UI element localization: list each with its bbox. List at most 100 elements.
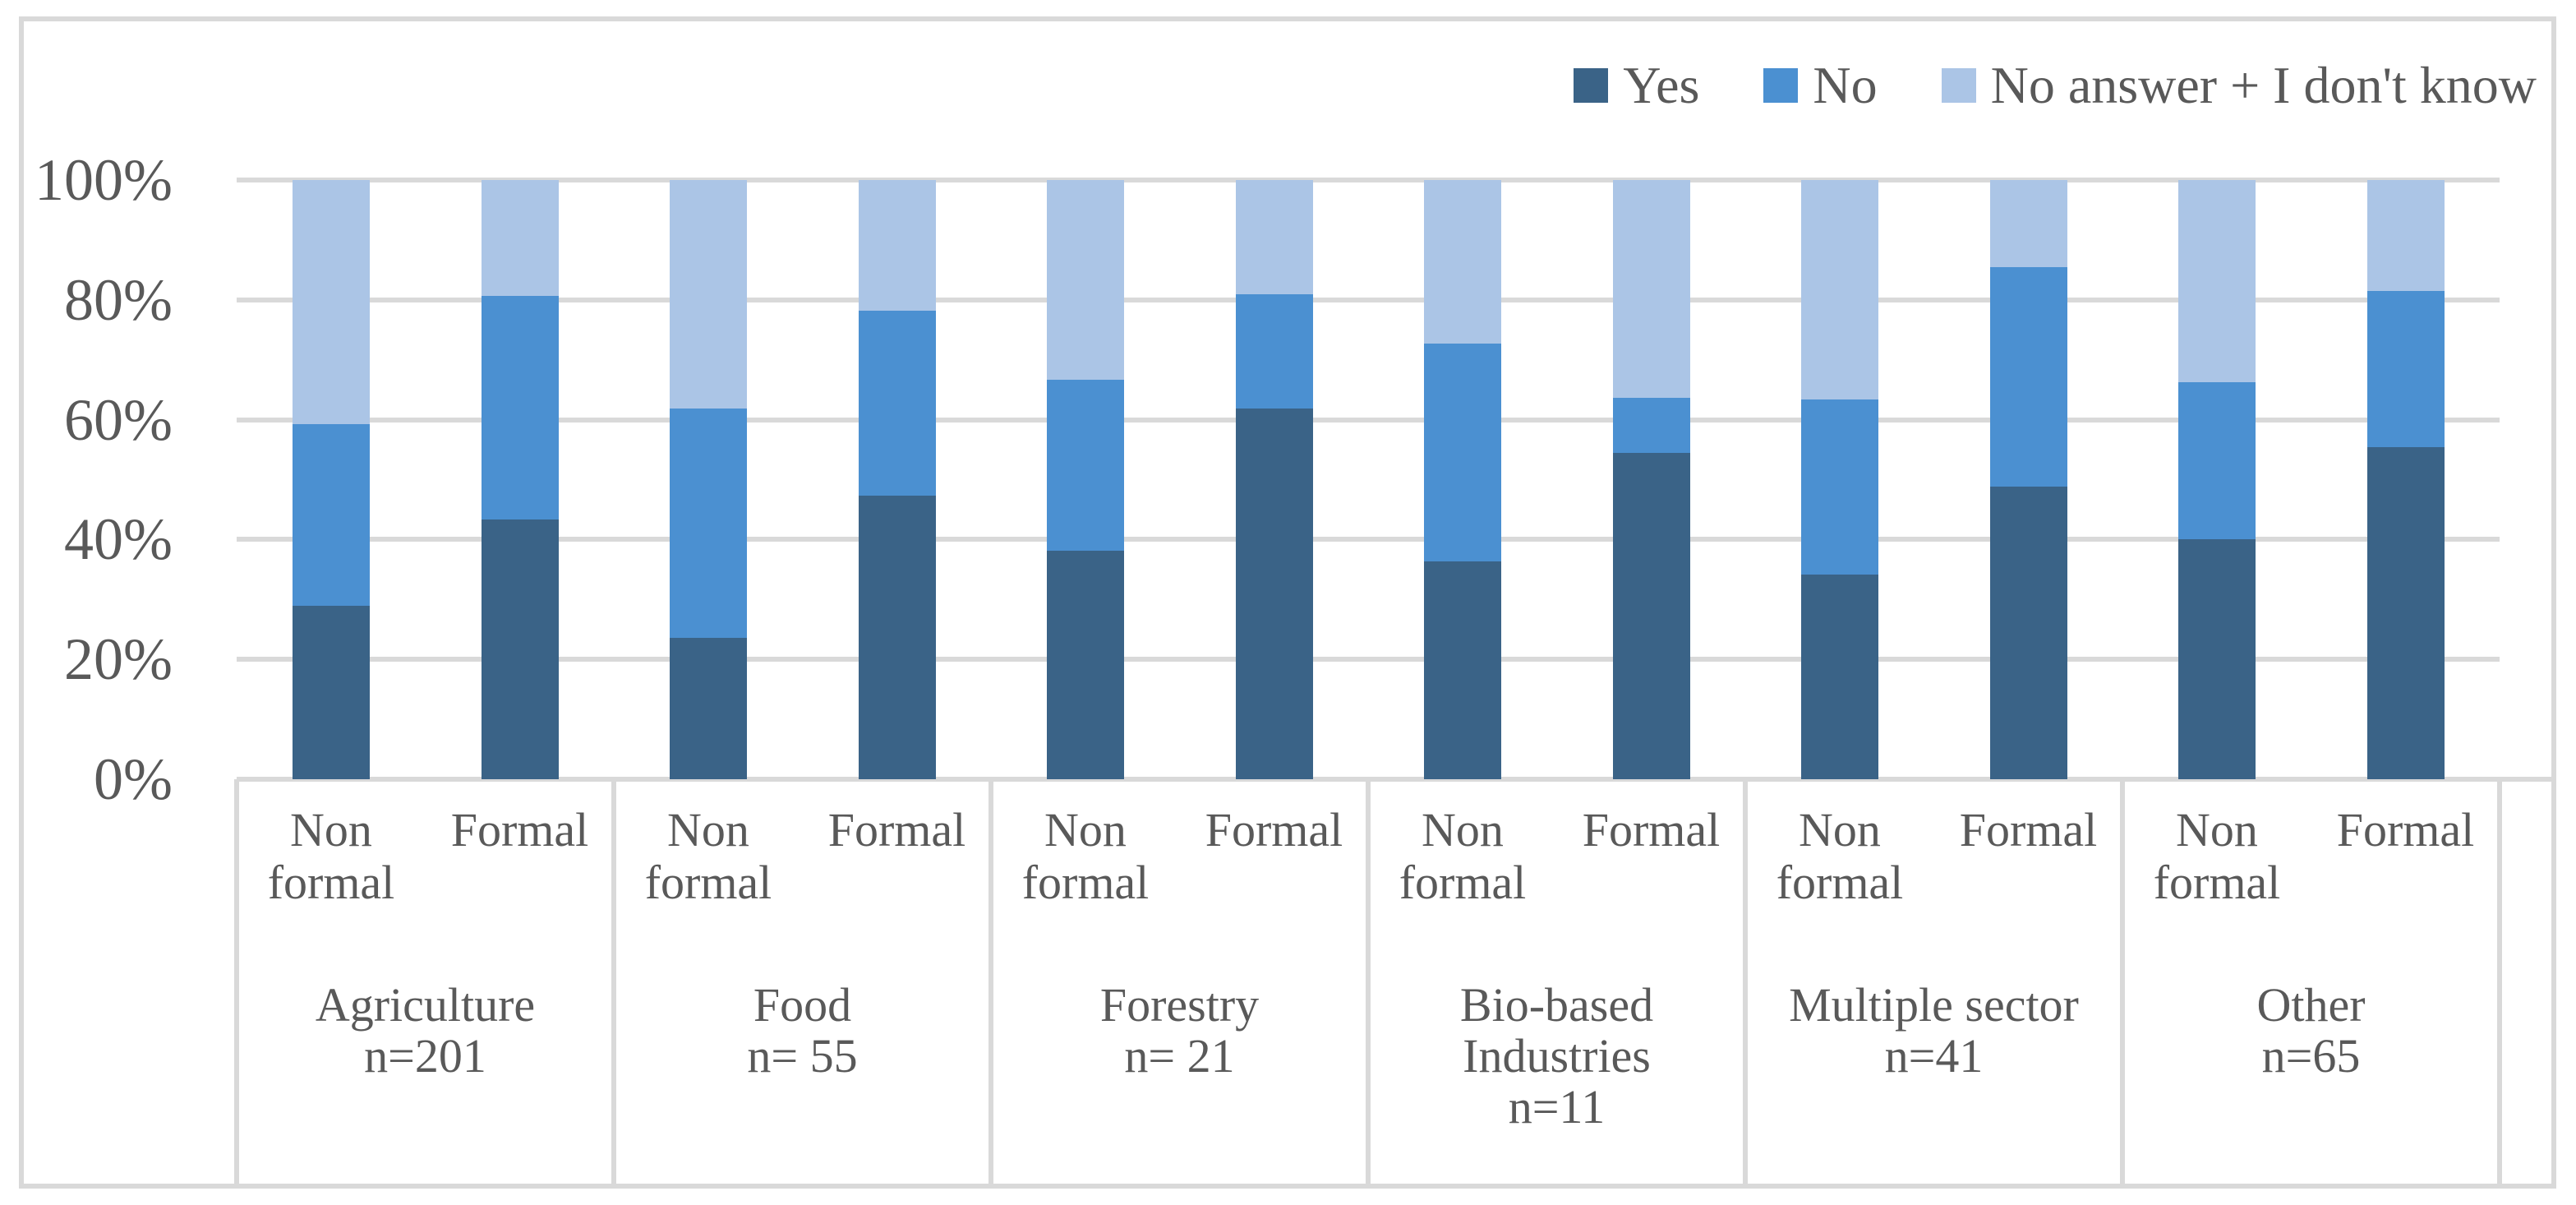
sector-label: Other n=65: [2131, 980, 2492, 1082]
axis-table-divider: [2120, 779, 2125, 1184]
category-label-line: Non: [1422, 803, 1504, 856]
legend: Yes No No answer + I don't know: [1574, 48, 2537, 123]
sector-label: Forestry n= 21: [999, 980, 1361, 1082]
bar-segment-yes: [670, 637, 747, 779]
category-label: Non formal: [1369, 804, 1556, 909]
sector-n-count: n= 55: [747, 1029, 858, 1083]
bar-segment-no: [1235, 293, 1313, 409]
axis-table-divider: [1366, 779, 1371, 1184]
bar-segment-no: [670, 409, 747, 638]
sector-n-count: n= 21: [1124, 1029, 1235, 1083]
bar-segment-no-answer-i-don-t-know: [293, 180, 370, 425]
bar-segment-no: [2178, 382, 2256, 540]
bar-segment-yes: [1424, 561, 1501, 779]
bar-segment-no-answer-i-don-t-know: [481, 180, 559, 297]
bar-segment-yes: [1801, 575, 1878, 779]
bar-segment-no: [1047, 379, 1124, 552]
legend-swatch-icon: [1941, 68, 1976, 103]
category-label-line: formal: [644, 856, 772, 909]
sector-label: Agriculture n=201: [245, 980, 606, 1082]
category-label: Formal: [1558, 804, 1745, 856]
category-label-line: Non: [290, 803, 372, 856]
category-label-line: formal: [267, 856, 395, 909]
bar-segment-no-answer-i-don-t-know: [1235, 180, 1313, 294]
y-tick-label: 80%: [64, 266, 173, 333]
sector-name-line: Food: [753, 978, 852, 1032]
bar-segment-yes: [293, 606, 370, 779]
bar-segment-yes: [2178, 539, 2256, 779]
sector-name-line: Multiple sector: [1789, 978, 2079, 1032]
y-tick-label: 20%: [64, 626, 173, 693]
bar-segment-yes: [858, 496, 936, 779]
category-label: Non formal: [1746, 804, 1933, 909]
bar-segment-yes: [481, 519, 559, 779]
bar-segment-no: [1801, 399, 1878, 575]
axis-table-divider: [234, 779, 239, 1184]
gridline: [237, 417, 2500, 422]
bar-segment-yes: [1989, 487, 2067, 779]
legend-item: No: [1763, 59, 1878, 112]
chart-border: [19, 16, 2556, 1189]
bar-segment-yes: [1235, 408, 1313, 779]
bar-segment-no: [858, 310, 936, 496]
sector-n-count: n=41: [1884, 1029, 1984, 1083]
x-axis-line: [237, 777, 2554, 782]
bar-segment-no-answer-i-don-t-know: [858, 180, 936, 311]
legend-label: No answer + I don't know: [1990, 56, 2537, 114]
category-label: Formal: [804, 804, 991, 856]
y-tick-label: 40%: [64, 506, 173, 573]
category-label-line: Formal: [1959, 803, 2098, 856]
sector-n-count: n=65: [2261, 1029, 2361, 1083]
sector-n-count: n=201: [364, 1029, 486, 1083]
axis-table-divider: [611, 779, 616, 1184]
sector-name-line: Agriculture: [315, 978, 536, 1032]
bar-segment-no: [2366, 290, 2445, 448]
category-label: Formal: [2312, 804, 2500, 856]
axis-table-divider: [2497, 779, 2502, 1184]
sector-name-line: Industries: [1463, 1029, 1651, 1083]
bar-segment-no-answer-i-don-t-know: [1801, 180, 1878, 399]
bar-segment-no: [1424, 344, 1501, 561]
bar-segment-no-answer-i-don-t-know: [2366, 180, 2445, 291]
y-tick-label: 0%: [94, 746, 173, 812]
gridline: [237, 297, 2500, 302]
axis-table-divider: [1743, 779, 1748, 1184]
sector-name-line: Forestry: [1099, 978, 1260, 1032]
category-label: Formal: [426, 804, 614, 856]
category-label-line: formal: [2153, 856, 2281, 909]
y-tick-label: 100%: [35, 147, 173, 213]
category-label-line: Non: [667, 803, 749, 856]
bar-segment-no-answer-i-don-t-know: [1612, 180, 1690, 399]
bar-segment-no-answer-i-don-t-know: [1047, 180, 1124, 380]
category-label: Non formal: [237, 804, 425, 909]
bar-segment-no-answer-i-don-t-know: [2178, 180, 2256, 383]
bar-segment-no-answer-i-don-t-know: [1424, 180, 1501, 344]
legend-label: Yes: [1623, 56, 1700, 114]
bar-segment-yes: [1047, 551, 1124, 779]
category-label-line: Non: [1044, 803, 1127, 856]
category-label: Formal: [1181, 804, 1368, 856]
category-label-line: formal: [1776, 856, 1904, 909]
category-label: Non formal: [615, 804, 802, 909]
legend-item: No answer + I don't know: [1941, 56, 2537, 114]
bar-segment-no: [481, 296, 559, 520]
category-label: Formal: [1935, 804, 2122, 856]
category-label: Non formal: [992, 804, 1179, 909]
sector-label: Bio-based Industries n=11: [1376, 980, 1738, 1133]
category-label-line: formal: [1399, 856, 1527, 909]
category-label-line: Formal: [827, 803, 966, 856]
sector-label: Food n= 55: [622, 980, 984, 1082]
legend-swatch-icon: [1574, 68, 1609, 103]
legend-swatch-icon: [1763, 68, 1799, 103]
category-label-line: formal: [1021, 856, 1150, 909]
category-label: Non formal: [2123, 804, 2311, 909]
sector-name-line: Other: [2256, 978, 2366, 1032]
y-tick-label: 60%: [64, 386, 173, 453]
gridline: [237, 178, 2500, 182]
bar-segment-no: [1989, 267, 2067, 487]
bar-segment-no: [1612, 398, 1690, 453]
sector-label: Multiple sector n=41: [1753, 980, 2115, 1082]
bar-segment-no-answer-i-don-t-know: [1989, 180, 2067, 268]
category-label-line: Non: [2176, 803, 2258, 856]
